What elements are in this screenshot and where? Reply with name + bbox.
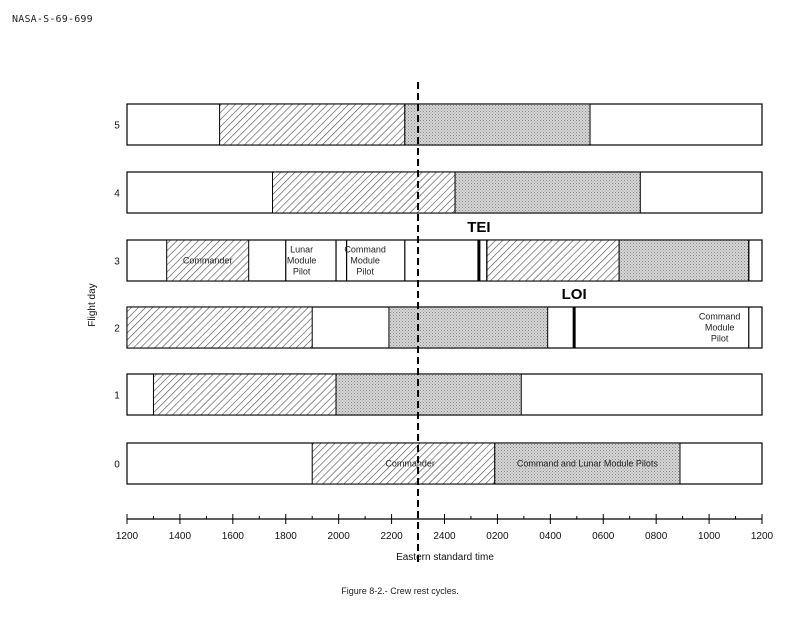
hatched-rest-segment xyxy=(311,442,496,485)
x-tick-label: 1200 xyxy=(751,531,774,542)
segment-label: Command xyxy=(699,312,741,322)
y-axis-title: Flight day xyxy=(87,283,98,326)
segment-label: Module xyxy=(705,323,735,333)
day-bar-3: CommanderLunarModulePilotCommandModulePi… xyxy=(114,219,763,282)
stippled-rest-segment xyxy=(618,239,750,282)
flight-day-label: 4 xyxy=(114,189,120,200)
x-tick-label: 1800 xyxy=(275,531,298,542)
day-bar-5: 5 xyxy=(114,103,763,146)
day-bar-4: 4 xyxy=(114,171,763,214)
hatched-rest-segment xyxy=(152,373,337,416)
x-axis-title: Eastern standard time xyxy=(396,552,494,563)
flight-day-label: 3 xyxy=(114,257,120,268)
flight-day-label: 2 xyxy=(114,324,120,335)
segment-label: Module xyxy=(287,256,317,266)
x-tick-label: 1200 xyxy=(116,531,139,542)
x-tick-label: 2200 xyxy=(380,531,403,542)
document-id: NASA-S-69-699 xyxy=(12,14,93,25)
x-tick-label: 2400 xyxy=(433,531,456,542)
x-tick-label: 1400 xyxy=(169,531,192,542)
segment-label: Command and Lunar Module Pilots xyxy=(517,459,659,469)
event-label-loi: LOI xyxy=(562,286,587,303)
day-bar-1: 1 xyxy=(114,373,763,416)
segment-label: Commander xyxy=(385,459,435,469)
x-tick-label: 1600 xyxy=(222,531,245,542)
flight-day-label: 1 xyxy=(114,391,120,402)
x-tick-label: 0400 xyxy=(539,531,562,542)
x-axis: 1200 1400 1600 1800 2000 2200 2400 0200 0400 0600… xyxy=(116,514,774,542)
stippled-rest-segment xyxy=(335,373,522,416)
day-bars: 54CommanderLunarModulePilotCommandModule… xyxy=(114,103,763,485)
x-tick-label: 0600 xyxy=(592,531,615,542)
flight-day-label: 0 xyxy=(114,460,120,471)
x-tick-label: 2000 xyxy=(328,531,351,542)
x-tick-label: 1000 xyxy=(698,531,721,542)
x-tick-label: 0800 xyxy=(645,531,668,542)
segment-label: Command xyxy=(344,245,386,255)
hatched-rest-segment xyxy=(219,103,406,146)
figure-caption: Figure 8-2.- Crew rest cycles. xyxy=(341,586,459,596)
stippled-rest-segment xyxy=(494,442,681,485)
event-label-tei: TEI xyxy=(467,219,490,236)
stippled-rest-segment xyxy=(388,306,549,349)
stippled-rest-segment xyxy=(454,171,641,214)
stippled-rest-segment xyxy=(404,103,591,146)
segment-label: Pilot xyxy=(293,267,311,277)
hatched-rest-segment xyxy=(272,171,456,214)
x-tick-label: 0200 xyxy=(486,531,509,542)
segment-label: Pilot xyxy=(711,334,729,344)
segment-label: Pilot xyxy=(356,267,374,277)
segment-label: Lunar xyxy=(290,245,313,255)
hatched-rest-segment xyxy=(486,239,620,282)
flight-day-label: 5 xyxy=(114,121,120,132)
day-bar-0: Commander Command and Lunar Module Pilots… xyxy=(114,442,763,485)
hatched-rest-segment xyxy=(166,239,250,282)
hatched-rest-segment xyxy=(126,306,313,349)
segment-label: Module xyxy=(350,256,380,266)
segment-label: Commander xyxy=(183,256,233,266)
